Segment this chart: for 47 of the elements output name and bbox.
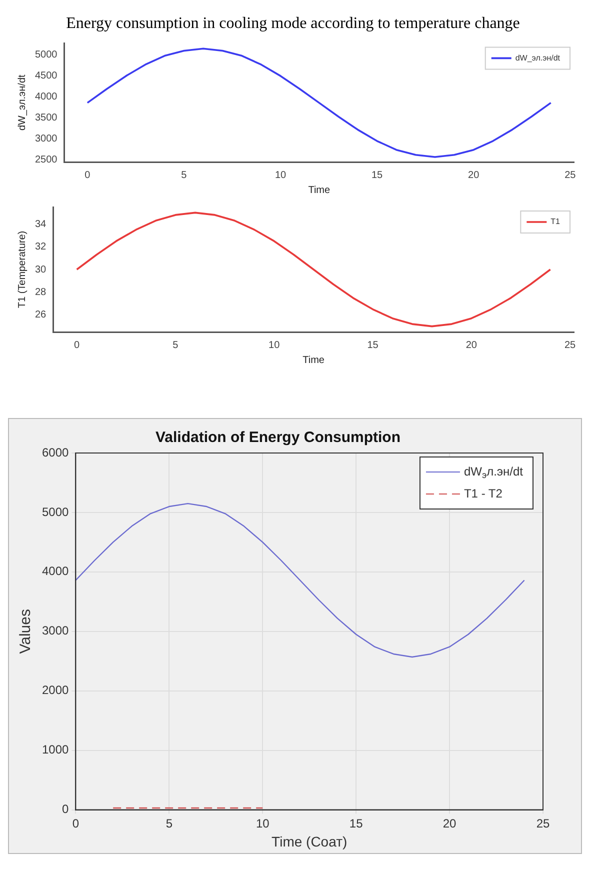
y-tick-label: 4500 (34, 70, 58, 82)
x-tick-label: 15 (349, 816, 364, 830)
x-tick-label: 10 (274, 170, 287, 181)
chart-title: Energy consumption in cooling mode according to temperature change (66, 14, 520, 32)
y-tick-label: 5000 (42, 504, 70, 519)
y-tick-label: 34 (35, 218, 47, 230)
x-tick-label: 10 (256, 816, 270, 830)
x-tick-label: 25 (564, 340, 576, 351)
x-tick-label: 15 (371, 170, 384, 181)
legend-label: T1 - T2 (464, 486, 503, 500)
x-tick-label: 25 (536, 816, 550, 830)
y-tick-label: 28 (35, 286, 47, 298)
y-tick-label: 30 (35, 264, 47, 276)
x-tick-label: 10 (268, 340, 280, 351)
y-axis-title: T1 (Temperature) (16, 230, 28, 308)
x-tick-label: 5 (181, 170, 188, 181)
x-tick-label: 5 (172, 340, 179, 351)
x-tick-label: 0 (74, 340, 80, 351)
y-tick-label: 3000 (42, 624, 70, 638)
x-tick-label: 20 (466, 340, 478, 351)
y-tick-label: 4000 (42, 564, 70, 578)
legend-label: T1 (550, 217, 561, 226)
x-axis-title: Time (308, 184, 330, 196)
x-tick-label: 25 (564, 170, 576, 181)
y-tick-label: 1000 (42, 742, 70, 757)
x-tick-label: 15 (367, 340, 379, 351)
x-tick-label: 20 (442, 816, 457, 830)
y-tick-label: 2000 (42, 683, 70, 698)
x-tick-label: 20 (468, 170, 480, 181)
y-tick-label: 4000 (34, 92, 58, 103)
x-axis-title: Time (Соат) (272, 833, 348, 850)
y-tick-label: 2500 (34, 154, 58, 166)
y-tick-label: 0 (62, 802, 70, 816)
y-tick-label: 3000 (34, 134, 58, 145)
y-tick-label: 3500 (34, 112, 58, 124)
chart-title: Validation of Energy Consumption (155, 429, 401, 446)
x-tick-label: 0 (72, 816, 80, 830)
y-axis-title: Values (17, 609, 34, 654)
x-tick-label: 0 (84, 170, 91, 181)
x-tick-label: 5 (166, 816, 173, 830)
y-tick-label: 32 (35, 242, 47, 253)
y-tick-label: 26 (35, 310, 47, 321)
legend-label: dW_эл.эн/dt (515, 53, 561, 62)
y-axis-title: dW_эл.эн/dt (16, 74, 28, 131)
y-tick-label: 6000 (42, 445, 70, 460)
y-tick-label: 5000 (34, 50, 58, 61)
x-axis-title: Time (302, 354, 325, 366)
